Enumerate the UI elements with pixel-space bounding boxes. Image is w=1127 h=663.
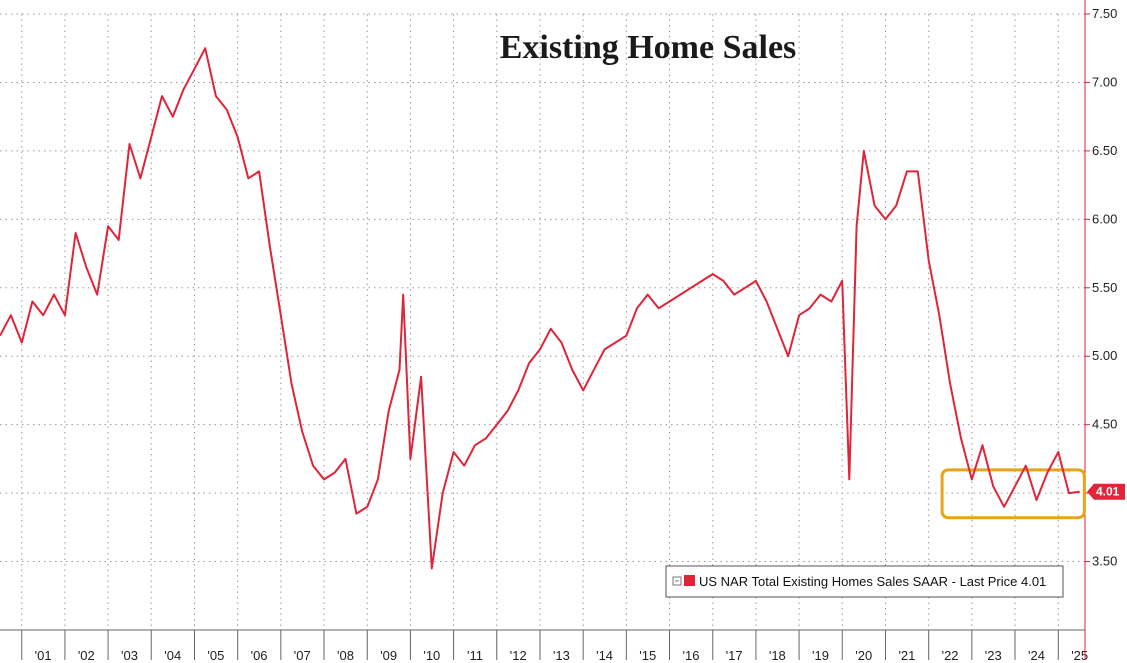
x-tick-label: '03 — [121, 648, 138, 663]
x-tick-label: '18 — [769, 648, 786, 663]
y-tick-label: 4.50 — [1092, 417, 1117, 432]
x-tick-label: '09 — [380, 648, 397, 663]
x-tick-label: '07 — [294, 648, 311, 663]
highlight-layer — [940, 468, 1086, 520]
series-layer — [0, 47, 1080, 570]
x-tick-label: '23 — [985, 648, 1002, 663]
chart-title: Existing Home Sales — [500, 29, 797, 66]
x-tick-label: '22 — [942, 648, 959, 663]
x-tick-label: '11 — [467, 648, 483, 663]
x-tick-label: '12 — [510, 648, 527, 663]
last-value-tag — [1087, 483, 1125, 500]
x-tick-label: '10 — [423, 648, 440, 663]
highlight-box — [940, 468, 1086, 520]
series-line — [0, 47, 1080, 570]
last-value-label: 4.01 — [1096, 485, 1120, 499]
y-tick-label: 7.00 — [1092, 74, 1117, 89]
y-tick-label: 7.50 — [1092, 6, 1117, 21]
x-tick-label: '15 — [639, 648, 656, 663]
x-tick-label: '08 — [337, 648, 354, 663]
legend-box — [665, 565, 1064, 598]
x-tick-label: '20 — [855, 648, 872, 663]
x-tick-label: '14 — [596, 648, 613, 663]
x-tick-label: '21 — [898, 648, 915, 663]
y-tick-label: 5.50 — [1092, 280, 1117, 295]
x-tick-label: '25 — [1071, 648, 1088, 663]
grid-layer — [0, 13, 1085, 630]
x-tick-label: '04 — [164, 648, 181, 663]
x-tick-label: '17 — [726, 648, 743, 663]
y-tick-label: 6.50 — [1092, 143, 1117, 158]
legend-swatch — [684, 575, 695, 586]
x-tick-label: '05 — [207, 648, 224, 663]
x-tick-label: '01 — [35, 648, 52, 663]
x-tick-label: '06 — [251, 648, 268, 663]
y-tick-label: 5.00 — [1092, 348, 1117, 363]
x-tick-label: '02 — [78, 648, 95, 663]
x-tick-label: '19 — [812, 648, 829, 663]
y-tick-label: 6.00 — [1092, 211, 1117, 226]
legend: US NAR Total Existing Homes Sales SAAR -… — [665, 565, 1064, 598]
label-layer: 4.01 — [1087, 483, 1125, 500]
legend-label: US NAR Total Existing Homes Sales SAAR -… — [699, 574, 1046, 589]
x-tick-label: '16 — [683, 648, 700, 663]
y-tick-label: 3.50 — [1092, 554, 1117, 569]
x-tick-label: '24 — [1028, 648, 1045, 663]
x-tick-label: '13 — [553, 648, 570, 663]
